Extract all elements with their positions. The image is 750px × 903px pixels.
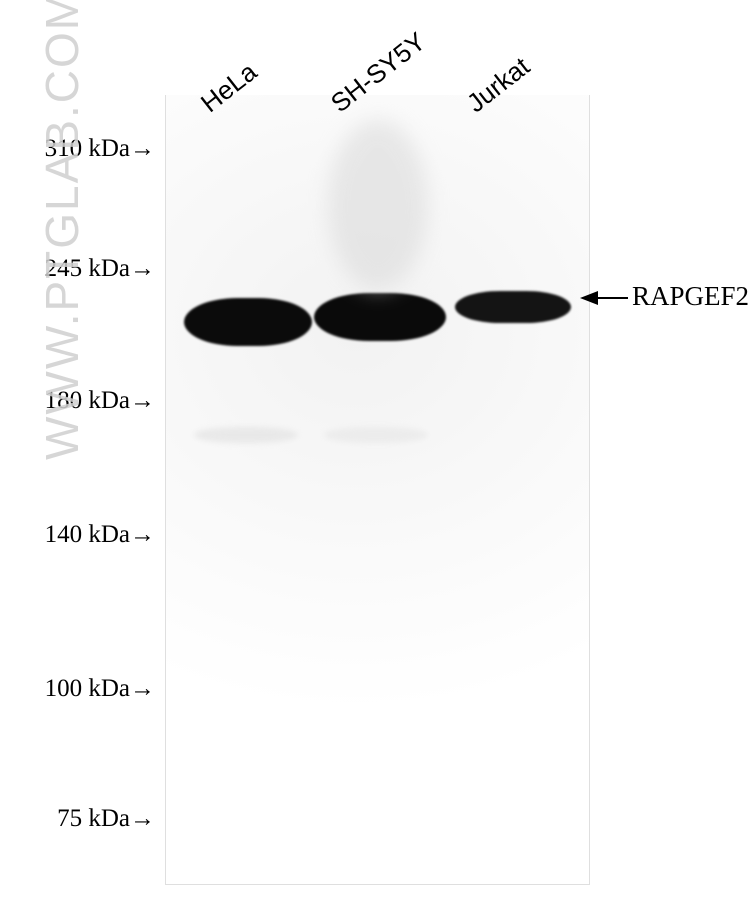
band-shsy5y bbox=[328, 120, 428, 290]
mw-label-75: 75 kDa→ bbox=[5, 804, 155, 833]
mw-label-310: 310 kDa→ bbox=[5, 134, 155, 163]
target-arrow-icon bbox=[580, 291, 598, 305]
band-jurkat bbox=[455, 291, 571, 323]
mw-label-180: 180 kDa→ bbox=[5, 386, 155, 415]
mw-label-140: 140 kDa→ bbox=[5, 520, 155, 549]
band-shsy5y bbox=[314, 293, 446, 341]
mw-label-100: 100 kDa→ bbox=[5, 674, 155, 703]
band-hela bbox=[194, 427, 298, 443]
blot-area bbox=[165, 95, 590, 885]
band-shsy5y bbox=[324, 427, 428, 443]
target-arrow-line bbox=[598, 297, 628, 299]
mw-label-245: 245 kDa→ bbox=[5, 254, 155, 283]
band-hela bbox=[184, 298, 312, 346]
target-label: RAPGEF2 bbox=[632, 281, 749, 312]
western-blot-figure: WWW.PTGLAB.COM HeLa SH-SY5Y Jurkat 310 k… bbox=[0, 0, 750, 903]
